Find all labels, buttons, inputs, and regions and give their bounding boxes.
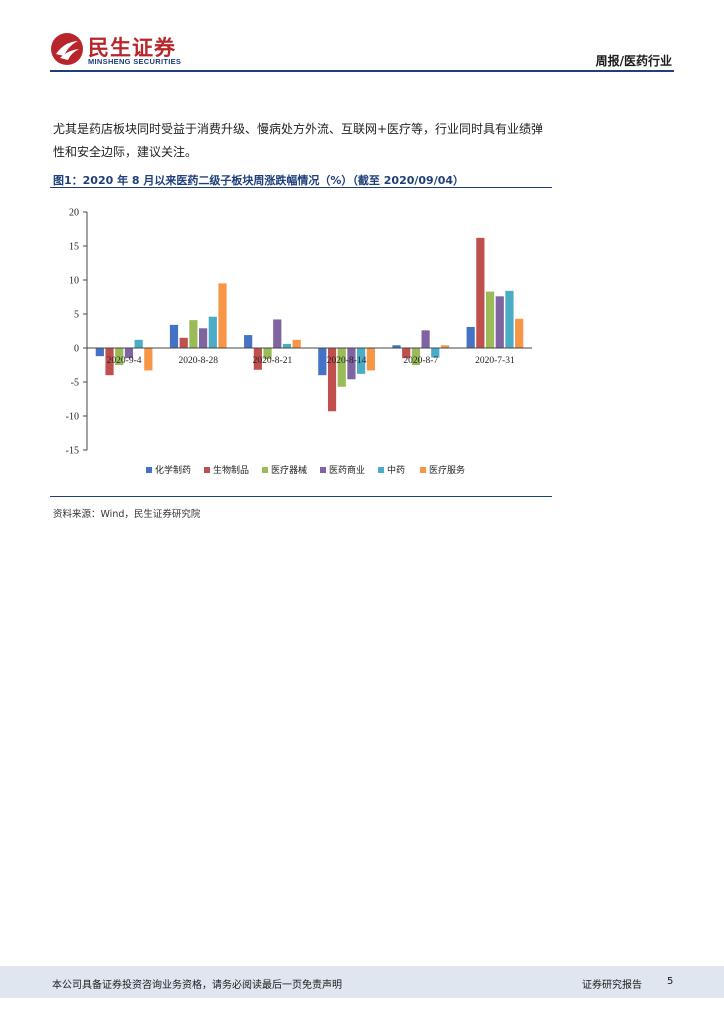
bar [495, 296, 504, 348]
legend-swatch [378, 467, 384, 473]
bar [282, 343, 292, 348]
company-logo: 民生证券 MINSHENG SECURITIES [50, 30, 200, 70]
bar [144, 348, 153, 371]
bar [515, 318, 524, 348]
minsheng-logo-icon [51, 33, 83, 65]
bar [115, 348, 124, 365]
y-tick-label: 15 [69, 242, 79, 253]
bar [466, 326, 475, 348]
bar [244, 335, 253, 348]
logo-chinese-name: 民生证券 [88, 36, 176, 60]
bar [440, 345, 450, 348]
figure-source: 资料来源：Wind，民生证券研究院 [53, 509, 201, 520]
bar [347, 348, 356, 380]
bar [337, 348, 346, 387]
bar [263, 348, 272, 359]
y-tick-label: -10 [66, 412, 79, 423]
legend-label: 中药 [387, 464, 405, 476]
legend-swatch [146, 467, 152, 473]
bar [179, 337, 188, 348]
weekly-change-bar-chart: 20 15 10 5 0 -5 -10 -15 2020-9-4 2020-8-28 2020-8-… [66, 208, 532, 476]
bar [402, 348, 411, 359]
legend-swatch [262, 467, 268, 473]
legend-swatch [420, 467, 426, 473]
x-category-label: 2020-8-21 [253, 356, 293, 366]
legend-label: 生物制品 [213, 464, 249, 476]
bar [218, 283, 227, 348]
bar [505, 290, 514, 348]
x-category-label: 2020-9-4 [107, 356, 142, 366]
y-tick-label: -5 [71, 378, 79, 389]
legend-label: 医疗服务 [429, 464, 465, 476]
x-category-label: 2020-7-31 [475, 356, 515, 366]
bar [273, 319, 282, 348]
bar [485, 291, 495, 348]
bar [169, 324, 179, 348]
x-category-label: 2020-8-7 [403, 356, 438, 366]
bar [292, 339, 301, 348]
legend-swatch [204, 467, 210, 473]
footer-disclaimer: 本公司具备证券投资咨询业务资格，请务必阅读最后一页免责声明 [52, 980, 342, 991]
figure-title: 图1：2020 年 8 月以来医药二级子板块周涨跌幅情况（%）（截至 2020/… [53, 174, 465, 187]
legend-label: 化学制药 [155, 464, 191, 476]
legend-swatch [320, 467, 326, 473]
bar [476, 237, 485, 348]
bar [134, 339, 143, 348]
page-number: 5 [667, 976, 674, 987]
body-line-2: 性和安全边际，建议关注。 [53, 145, 198, 159]
x-category-label: 2020-8-28 [178, 356, 218, 366]
bar [411, 348, 420, 365]
x-category-label: 2020-8-14 [327, 356, 367, 366]
y-tick-label: 5 [74, 310, 79, 321]
bar [253, 348, 262, 370]
y-tick-label: 0 [74, 344, 79, 355]
bar [366, 348, 375, 371]
bar [199, 328, 208, 348]
legend-label: 医疗器械 [271, 464, 307, 476]
bar [318, 348, 327, 376]
bar [392, 345, 401, 348]
logo-english-name: MINSHENG SECURITIES [88, 57, 182, 66]
bar [95, 348, 104, 357]
header-divider [50, 70, 674, 72]
body-line-1: 尤其是药店板块同时受益于消费升级、慢病处方外流、互联网+医疗等，行业同时具有业绩… [53, 122, 544, 136]
y-tick-label: 10 [69, 276, 79, 287]
bar [421, 330, 430, 348]
report-type: 周报/医药行业 [595, 54, 672, 68]
footer-label: 证券研究报告 [582, 980, 642, 991]
bar [431, 348, 440, 358]
bar [105, 348, 114, 376]
legend-label: 医药商业 [329, 464, 365, 476]
bar [208, 316, 217, 348]
y-tick-label: -15 [66, 446, 79, 457]
figure-top-rule [50, 187, 552, 188]
bar [327, 348, 337, 412]
body-paragraph: 尤其是药店板块同时受益于消费升级、慢病处方外流、互联网+医疗等，行业同时具有业绩… [53, 118, 553, 164]
page-footer: 本公司具备证券投资咨询业务资格，请务必阅读最后一页免责声明 证券研究报告 5 [0, 966, 724, 998]
bar [124, 348, 134, 359]
bar [189, 320, 198, 348]
figure-bottom-rule [50, 496, 552, 497]
bar [357, 348, 366, 374]
y-tick-label: 20 [69, 208, 79, 219]
